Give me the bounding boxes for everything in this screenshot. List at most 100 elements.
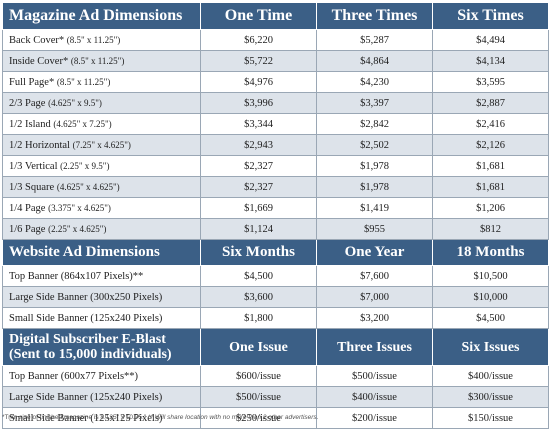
price-cell: $4,134 bbox=[432, 50, 549, 72]
website-column-header: Six Months bbox=[200, 239, 317, 266]
footnote-trim: *Trim size of finished magazine is 8.125… bbox=[2, 414, 147, 421]
price-cell: $2,943 bbox=[200, 134, 317, 156]
ad-size-name: Inside Cover* bbox=[9, 55, 69, 67]
magazine-section-title: Magazine Ad Dimensions bbox=[2, 2, 201, 30]
table-row: Top Banner (600x77 Pixels**) $600/issue $5… bbox=[2, 365, 549, 387]
price-cell: $500/issue bbox=[316, 365, 433, 387]
ad-size-name: Small Side Banner (125x125 Pixels) bbox=[9, 412, 163, 424]
eblast-title-line2: (Sent to 15,000 individuals) bbox=[9, 347, 172, 362]
price-cell: $500/issue bbox=[200, 386, 317, 408]
price-cell: $1,124 bbox=[200, 218, 317, 240]
table-row: Large Side Banner (125x240 Pixels) $500/i… bbox=[2, 386, 549, 408]
table-row: 1/3 Vertical (2.25" x 9.5") $2,327 $1,978 $… bbox=[2, 155, 549, 177]
ad-size-name: Full Page* bbox=[9, 76, 55, 88]
price-cell: $4,500 bbox=[200, 265, 317, 287]
price-cell: $400/issue bbox=[316, 386, 433, 408]
eblast-title-line1: Digital Subscriber E-Blast bbox=[9, 332, 166, 347]
eblast-column-header: Three Issues bbox=[316, 328, 433, 366]
price-cell: $812 bbox=[432, 218, 549, 240]
ad-size-dimensions: (4.625" x 4.625") bbox=[56, 181, 120, 192]
ad-size-cell: Inside Cover* (8.5" x 11.25") bbox=[2, 50, 201, 72]
table-row: Small Side Banner (125x125 Pixels) $250/i… bbox=[2, 407, 549, 429]
price-cell: $1,978 bbox=[316, 155, 433, 177]
price-cell: $5,287 bbox=[316, 29, 433, 51]
ad-size-cell: 1/2 Island (4.625" x 7.25") bbox=[2, 113, 201, 135]
ad-size-dimensions: (8.5" x 11.25") bbox=[56, 76, 111, 87]
table-row: 1/2 Horizontal (7.25" x 4.625") $2,943 $2,… bbox=[2, 134, 549, 156]
magazine-column-header: Six Times bbox=[432, 2, 549, 30]
ad-size-dimensions: (7.25" x 4.625") bbox=[72, 139, 131, 150]
price-cell: $1,419 bbox=[316, 197, 433, 219]
price-cell: $10,000 bbox=[432, 286, 549, 308]
price-cell: $300/issue bbox=[432, 386, 549, 408]
ad-size-dimensions: (8.5" x 11.25") bbox=[70, 55, 125, 66]
eblast-column-header: One Issue bbox=[200, 328, 317, 366]
price-cell: $4,494 bbox=[432, 29, 549, 51]
table-row: 1/6 Page (2.25" x 4.625") $1,124 $955 $812 bbox=[2, 218, 549, 240]
price-cell: $10,500 bbox=[432, 265, 549, 287]
website-column-header: One Year bbox=[316, 239, 433, 266]
price-cell: $7,600 bbox=[316, 265, 433, 287]
price-cell: $4,230 bbox=[316, 71, 433, 93]
ad-size-dimensions: (3.375" x 4.625") bbox=[48, 202, 111, 213]
price-cell: $1,669 bbox=[200, 197, 317, 219]
price-cell: $3,344 bbox=[200, 113, 317, 135]
ad-size-name: Small Side Banner (125x240 Pixels) bbox=[9, 312, 163, 324]
price-cell: $3,996 bbox=[200, 92, 317, 114]
table-row: 1/3 Square (4.625" x 4.625") $2,327 $1,978… bbox=[2, 176, 549, 198]
price-cell: $2,502 bbox=[316, 134, 433, 156]
price-cell: $1,681 bbox=[432, 155, 549, 177]
ad-size-name: 1/6 Page bbox=[9, 223, 46, 235]
ad-size-name: Large Side Banner (125x240 Pixels) bbox=[9, 391, 163, 403]
website-column-header: 18 Months bbox=[432, 239, 549, 266]
ad-size-dimensions: (4.625" x 7.25") bbox=[53, 118, 112, 129]
magazine-header-row: Magazine Ad Dimensions One Time Three Time… bbox=[2, 2, 549, 30]
price-cell: $2,842 bbox=[316, 113, 433, 135]
eblast-section-title: Digital Subscriber E-Blast (Sent to 15,00… bbox=[2, 328, 201, 366]
price-cell: $2,887 bbox=[432, 92, 549, 114]
price-cell: $1,206 bbox=[432, 197, 549, 219]
website-header-row: Website Ad Dimensions Six Months One Year 1… bbox=[2, 239, 549, 266]
price-cell: $150/issue bbox=[432, 407, 549, 429]
ad-size-cell: Top Banner (864x107 Pixels)** bbox=[2, 265, 201, 287]
ad-size-dimensions: (2.25" x 9.5") bbox=[60, 160, 110, 171]
table-row: Inside Cover* (8.5" x 11.25") $5,722 $4,86… bbox=[2, 50, 549, 72]
ad-size-cell: Large Side Banner (125x240 Pixels) bbox=[2, 386, 201, 408]
ad-size-name: 1/3 Vertical bbox=[9, 160, 58, 172]
price-cell: $3,600 bbox=[200, 286, 317, 308]
price-cell: $1,681 bbox=[432, 176, 549, 198]
price-cell: $3,397 bbox=[316, 92, 433, 114]
ad-size-name: Large Side Banner (300x250 Pixels) bbox=[9, 291, 163, 303]
table-row: Large Side Banner (300x250 Pixels) $3,600… bbox=[2, 286, 549, 308]
price-cell: $200/issue bbox=[316, 407, 433, 429]
price-cell: $4,976 bbox=[200, 71, 317, 93]
ad-size-cell: 1/2 Horizontal (7.25" x 4.625") bbox=[2, 134, 201, 156]
price-cell: $1,800 bbox=[200, 307, 317, 329]
ad-size-dimensions: (8.5" x 11.25") bbox=[66, 34, 121, 45]
ad-size-cell: Top Banner (600x77 Pixels**) bbox=[2, 365, 201, 387]
ad-size-cell: 1/6 Page (2.25" x 4.625") bbox=[2, 218, 201, 240]
footnote-share: ** Will share location with no more than… bbox=[148, 414, 319, 421]
price-cell: $3,200 bbox=[316, 307, 433, 329]
ad-size-name: Top Banner (600x77 Pixels**) bbox=[9, 370, 139, 382]
ad-size-cell: Full Page* (8.5" x 11.25") bbox=[2, 71, 201, 93]
table-row: Top Banner (864x107 Pixels)** $4,500 $7,60… bbox=[2, 265, 549, 287]
table-row: 1/2 Island (4.625" x 7.25") $3,344 $2,842 $… bbox=[2, 113, 549, 135]
price-cell: $4,500 bbox=[432, 307, 549, 329]
ad-size-cell: Back Cover* (8.5" x 11.25") bbox=[2, 29, 201, 51]
ad-size-name: 1/3 Square bbox=[9, 181, 55, 193]
price-cell: $2,327 bbox=[200, 176, 317, 198]
website-section-title: Website Ad Dimensions bbox=[2, 239, 201, 266]
magazine-column-header: Three Times bbox=[316, 2, 433, 30]
ad-size-dimensions: (4.625" x 9.5") bbox=[48, 97, 102, 108]
price-cell: $3,595 bbox=[432, 71, 549, 93]
price-cell: $7,000 bbox=[316, 286, 433, 308]
ad-size-cell: Large Side Banner (300x250 Pixels) bbox=[2, 286, 201, 308]
price-cell: $1,978 bbox=[316, 176, 433, 198]
price-cell: $5,722 bbox=[200, 50, 317, 72]
eblast-header-row: Digital Subscriber E-Blast (Sent to 15,00… bbox=[2, 328, 549, 366]
price-cell: $400/issue bbox=[432, 365, 549, 387]
ad-size-cell: 1/4 Page (3.375" x 4.625") bbox=[2, 197, 201, 219]
ad-size-name: 1/4 Page bbox=[9, 202, 46, 214]
